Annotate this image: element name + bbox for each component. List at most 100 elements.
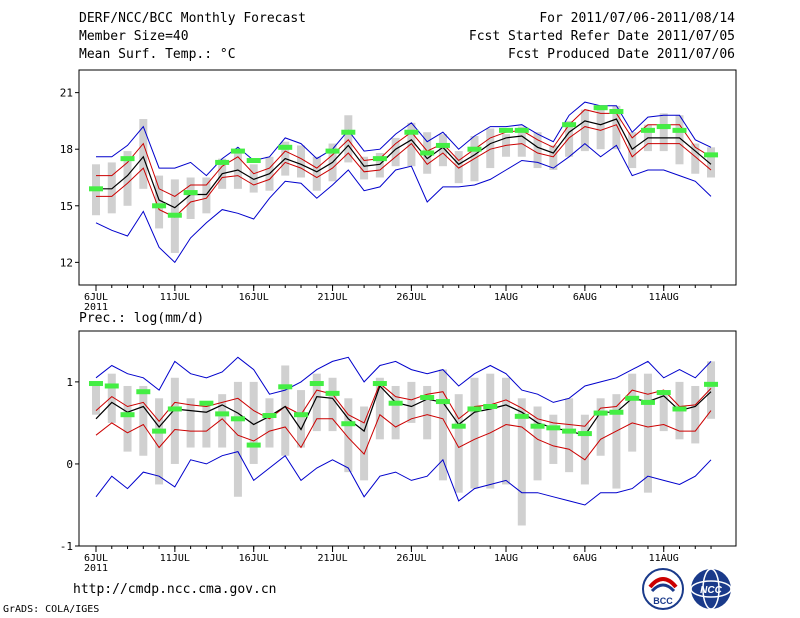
p1-y-tick-label: 18 [60,143,73,156]
p2-y-tick-label: -1 [60,540,73,553]
p2-spread-box [643,373,652,493]
p2-observed-marker [530,423,545,429]
source-url[interactable]: http://cmdp.ncc.cma.gov.cn [73,582,277,597]
p2-spread-box [344,398,353,473]
p1-spread-box [612,105,621,150]
p2-spread-box [596,398,605,456]
p1-plot-frame [78,69,737,286]
p1-x-tick-label: 11AUG [649,292,679,303]
p2-observed-marker [325,390,340,396]
variable2-label: Prec.: log(mm/d) [79,311,205,326]
p2-spread-box [707,361,716,419]
p2-spread-box [391,385,400,440]
p1-spread-box [659,113,668,152]
p2-observed-marker [656,390,671,396]
p2-x-year-label: 2011 [84,563,108,574]
p2-spread-box [312,373,321,432]
p2-spread-box [233,381,242,497]
p1-spread-box [344,115,353,163]
p2-spread-box [218,394,227,448]
p1-observed-marker [562,122,577,128]
p1-x-tick-label: 16JUL [239,292,269,303]
p1-observed-marker [183,190,198,196]
p1-spread-box [249,164,258,193]
p2-series-max [95,356,712,403]
p1-observed-marker [656,124,671,130]
p1-spread-box [186,177,195,219]
p2-y-tick-label: 0 [66,458,73,471]
grads-credit: GrADS: COLA/IGES [3,604,100,615]
p2-observed-marker [546,425,561,431]
p1-spread-box [375,152,384,178]
p2-observed-marker [593,410,608,416]
p1-y-tick-label: 15 [60,200,73,213]
p1-y-tick-label: 12 [60,256,73,269]
p2-observed-marker [640,399,655,405]
p2-observed-marker [120,412,135,418]
p1-observed-marker [152,203,167,209]
p2-spread-box [423,385,432,440]
p1-series-upper [96,109,712,197]
p2-observed-marker [167,406,182,412]
p2-spread-box [517,398,526,526]
p2-x-tick-label: 26JUL [396,553,426,564]
p2-spread-box [454,394,463,493]
p1-observed-marker [593,105,608,111]
p1-observed-marker [435,142,450,148]
p1-x-tick-label: 6AUG [573,292,597,303]
p1-spread-box [202,177,211,214]
member-size: Member Size=40 [79,29,189,44]
p1-spread-box [155,175,164,229]
p2-observed-marker [562,428,577,434]
p1-series-min [95,142,712,264]
p1-observed-marker [278,144,293,150]
p1-spread-box [233,152,242,189]
p2-observed-marker [104,383,119,389]
p2-spread-box [139,385,148,456]
p2-observed-marker [577,431,592,437]
p2-spread-box [659,390,668,432]
p2-spread-box [612,394,621,489]
p1-observed-marker [325,148,340,154]
p2-series-lower [95,410,712,461]
p1-spread-box [533,132,542,169]
p2-spread-box [549,414,558,464]
p1-observed-marker [404,129,419,135]
p2-spread-box [407,381,416,423]
p2-spread-box [486,373,495,489]
p2-spread-box [502,377,511,485]
p2-observed-marker [372,381,387,387]
p2-observed-marker [388,400,403,406]
p2-x-tick-label: 6JUL [84,553,108,564]
p2-x-tick-label: 16JUL [239,553,269,564]
p1-series-lower [96,124,712,218]
p2-observed-marker [246,442,261,448]
p1-observed-marker [120,156,135,162]
p1-observed-marker [704,152,719,158]
p2-x-tick-label: 1AUG [494,553,518,564]
p1-series-max [96,101,712,177]
p1-x-tick-label: 6JUL [84,292,108,303]
bcc-logo: BCC [642,568,684,610]
p2-observed-marker [672,406,687,412]
p2-observed-marker [451,423,466,429]
p2-observed-marker [89,381,103,387]
p2-observed-marker [514,413,529,419]
p1-series-mean [96,118,712,209]
p2-spread-box [107,373,116,423]
p2-spread-box [470,377,479,489]
p1-y-tick-label: 21 [60,87,73,100]
p1-spread-box [580,109,589,152]
ncc-logo: NCC [690,568,732,610]
bcc-logo-text: BCC [653,596,673,606]
p2-observed-marker [230,416,245,422]
p2-x-tick-label: 21JUL [317,553,347,564]
p2-spread-box [328,377,337,432]
p2-observed-marker [341,421,356,427]
p1-spread-box [107,162,116,214]
p1-observed-marker [609,108,624,114]
p1-spread-box [391,137,400,167]
p2-series-mean [95,384,712,436]
p1-observed-marker [514,127,529,133]
